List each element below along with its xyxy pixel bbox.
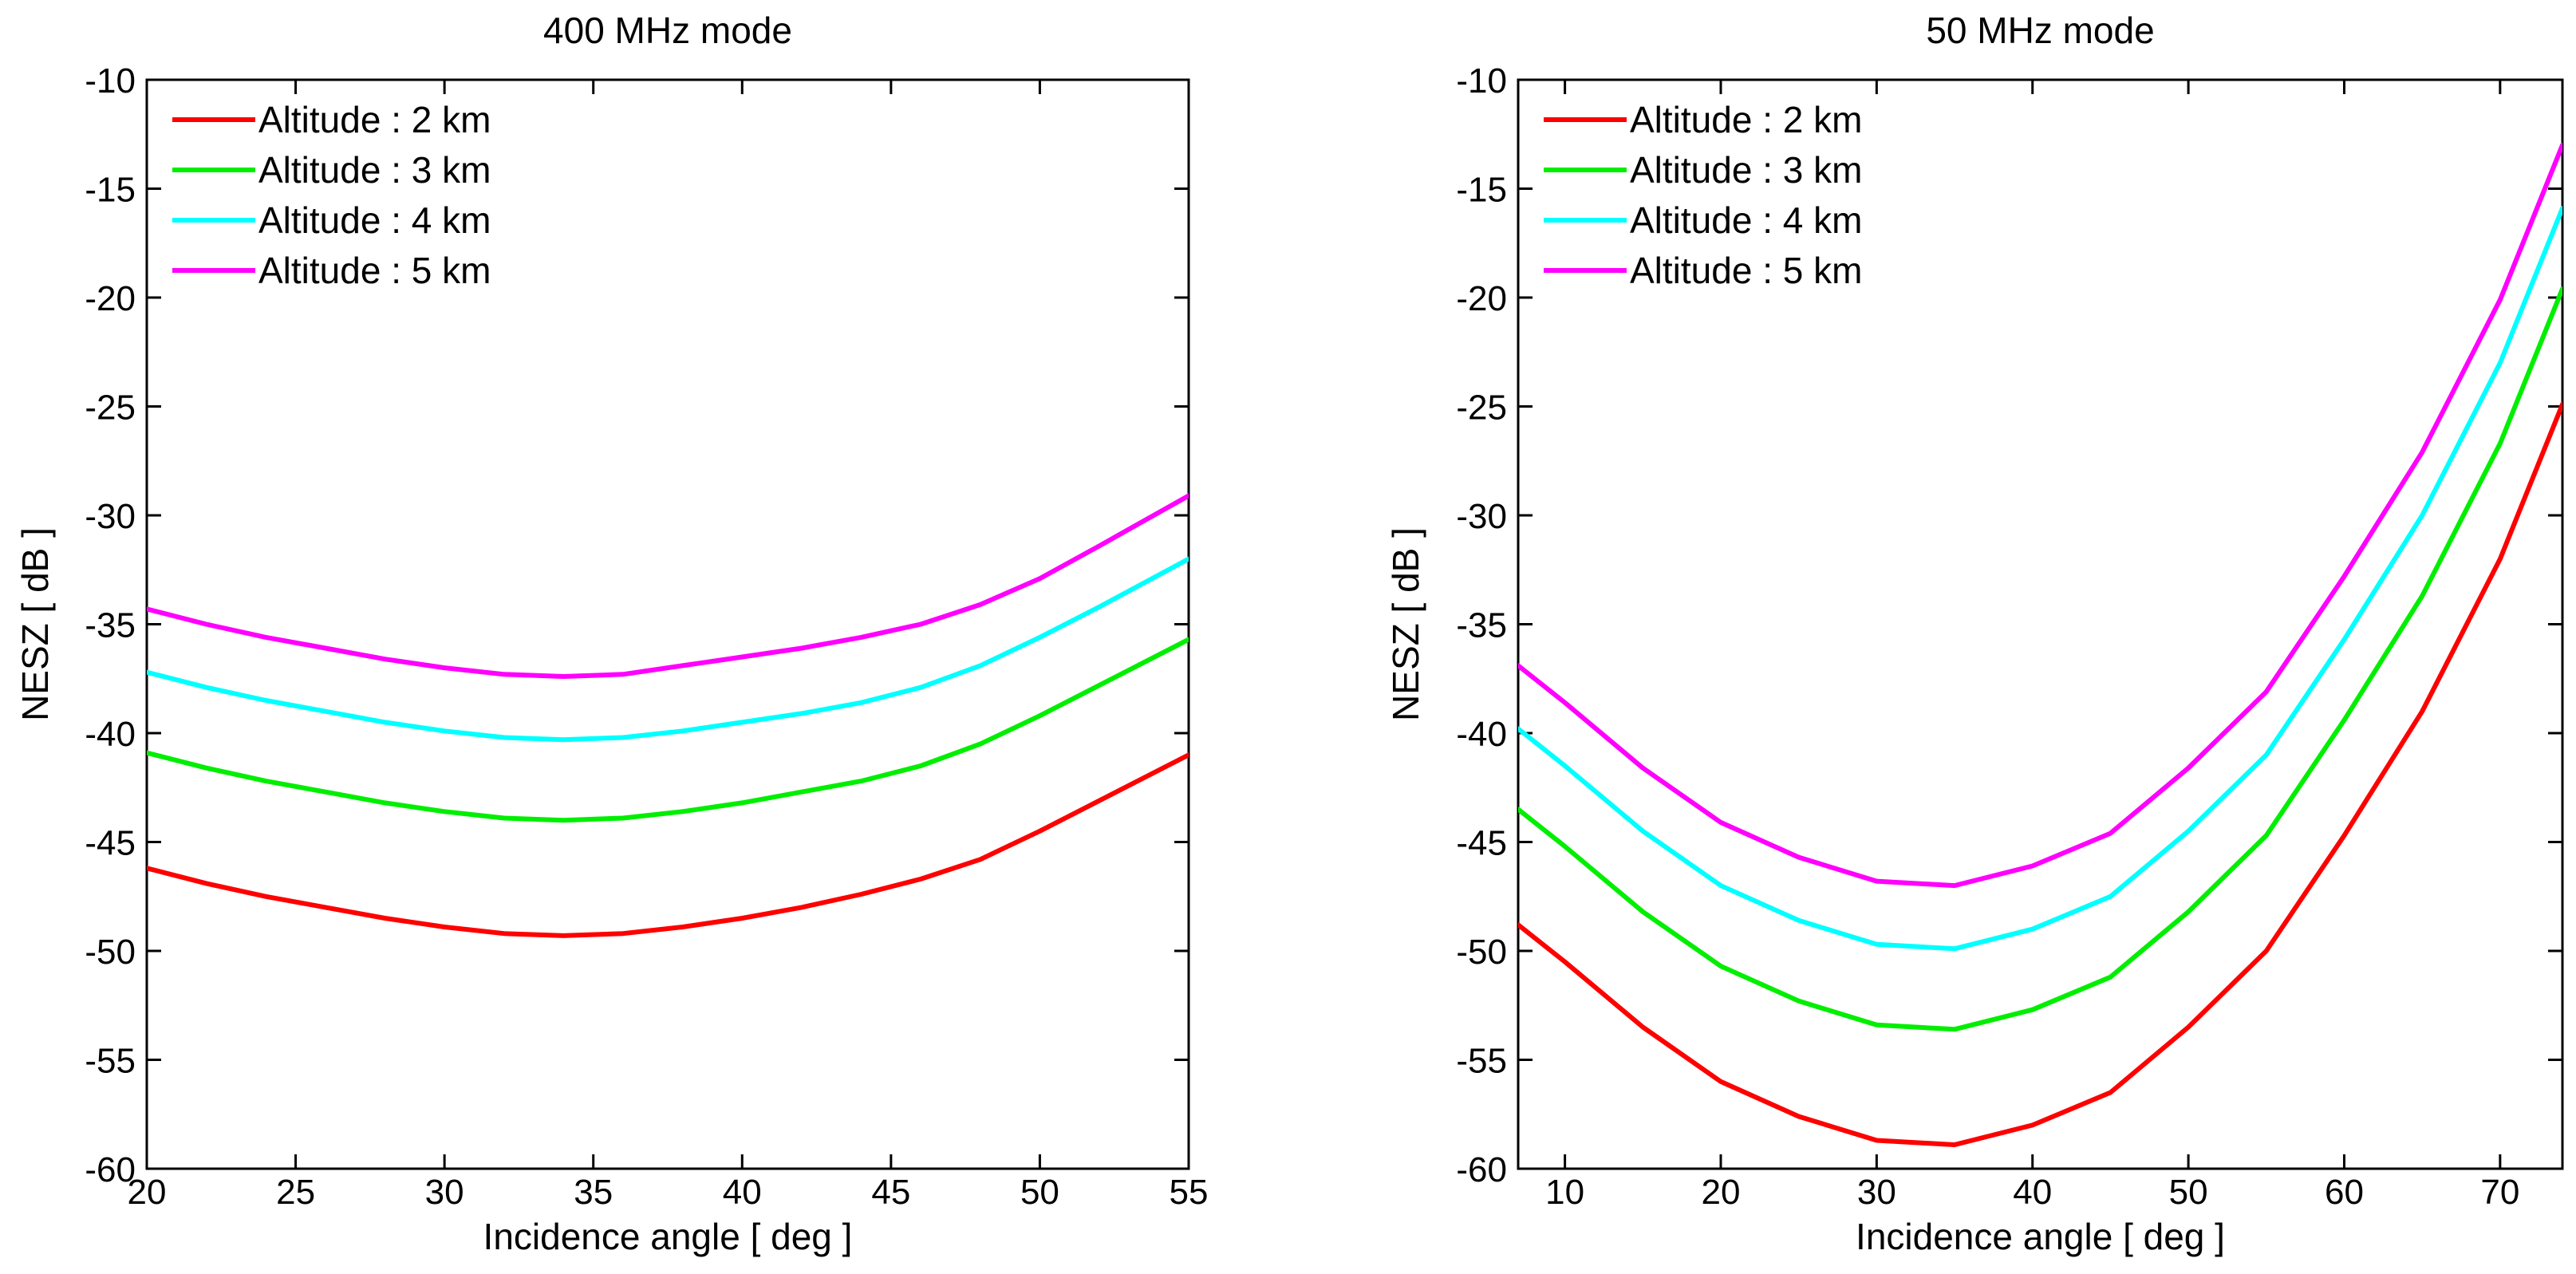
chart-title: 50 MHz mode <box>1926 10 2154 51</box>
y-tick-label: -60 <box>1456 1150 1507 1189</box>
y-tick-label: -20 <box>1456 279 1507 318</box>
series-line-altitude-2-km <box>1518 401 2562 1147</box>
y-tick-label: -55 <box>1456 1042 1507 1081</box>
x-tick-label: 50 <box>2169 1173 2208 1212</box>
series-line-altitude-3-km <box>1518 286 2562 1032</box>
x-axis-label: Incidence angle [ deg ] <box>1856 1216 2225 1257</box>
x-tick-label: 25 <box>276 1173 315 1212</box>
legend-label: Altitude : 2 km <box>1630 99 1862 140</box>
y-tick-label: -10 <box>1456 61 1507 101</box>
series-line-altitude-3-km <box>147 637 1189 823</box>
legend-label: Altitude : 2 km <box>258 99 491 140</box>
x-tick-label: 55 <box>1170 1173 1209 1212</box>
y-tick-label: -35 <box>1456 606 1507 645</box>
y-tick-label: -35 <box>85 606 136 645</box>
legend-label: Altitude : 5 km <box>1630 250 1862 291</box>
x-tick-label: 40 <box>2013 1173 2052 1212</box>
y-tick-label: -25 <box>85 389 136 428</box>
plot-area <box>145 78 1190 1170</box>
x-tick-label: 50 <box>1020 1173 1059 1212</box>
y-tick-label: -40 <box>1456 715 1507 754</box>
y-tick-label: -50 <box>85 933 136 972</box>
series-line-altitude-4-km <box>147 556 1189 743</box>
y-tick-label: -15 <box>1456 171 1507 210</box>
y-axis-label: NESZ [ dB ] <box>14 527 56 721</box>
legend-label: Altitude : 5 km <box>258 250 491 291</box>
chart-400mhz: -60 -55 -50 -45 -40 -35 -30 -25 -20 -15 -10 20 25 30 3… <box>14 10 1208 1257</box>
legend-label: Altitude : 3 km <box>1630 149 1862 191</box>
legend-label: Altitude : 4 km <box>1630 199 1862 241</box>
y-tick-label: -10 <box>85 61 136 101</box>
series-line-altitude-5-km <box>1518 142 2562 889</box>
y-tick-label: -25 <box>1456 389 1507 428</box>
y-tick-label: -15 <box>85 171 136 210</box>
x-tick-label: 20 <box>1702 1173 1741 1212</box>
y-tick-label: -60 <box>85 1150 136 1189</box>
x-tick-label: 60 <box>2325 1173 2364 1212</box>
y-tick-label: -45 <box>85 824 136 863</box>
y-tick-label: -40 <box>85 715 136 754</box>
x-tick-label: 10 <box>1545 1173 1584 1212</box>
y-tick-label: -20 <box>85 279 136 318</box>
y-tick-label: -30 <box>85 497 136 536</box>
chart-50mhz: -60 -55 -50 -45 -40 -35 -30 -25 -20 -15 -10 10 20 30 4… <box>1385 10 2564 1257</box>
series-line-altitude-4-km <box>1518 206 2562 952</box>
plot-area <box>1517 78 2564 1170</box>
legend-label: Altitude : 4 km <box>258 199 491 241</box>
y-axis-label: NESZ [ dB ] <box>1385 527 1426 721</box>
x-tick-label: 40 <box>723 1173 762 1212</box>
y-tick-label: -30 <box>1456 497 1507 536</box>
x-tick-label: 45 <box>871 1173 910 1212</box>
x-tick-label: 30 <box>1857 1173 1896 1212</box>
x-tick-label: 20 <box>128 1173 167 1212</box>
series-line-altitude-5-km <box>147 493 1189 679</box>
legend-label: Altitude : 3 km <box>258 149 491 191</box>
y-tick-label: -45 <box>1456 824 1507 863</box>
y-tick-label: -50 <box>1456 933 1507 972</box>
chart-title: 400 MHz mode <box>543 10 792 51</box>
x-tick-label: 70 <box>2480 1173 2519 1212</box>
y-tick-label: -55 <box>85 1042 136 1081</box>
series-line-altitude-2-km <box>147 752 1189 938</box>
x-tick-label: 35 <box>574 1173 613 1212</box>
x-tick-label: 30 <box>425 1173 464 1212</box>
x-axis-label: Incidence angle [ deg ] <box>483 1216 853 1257</box>
